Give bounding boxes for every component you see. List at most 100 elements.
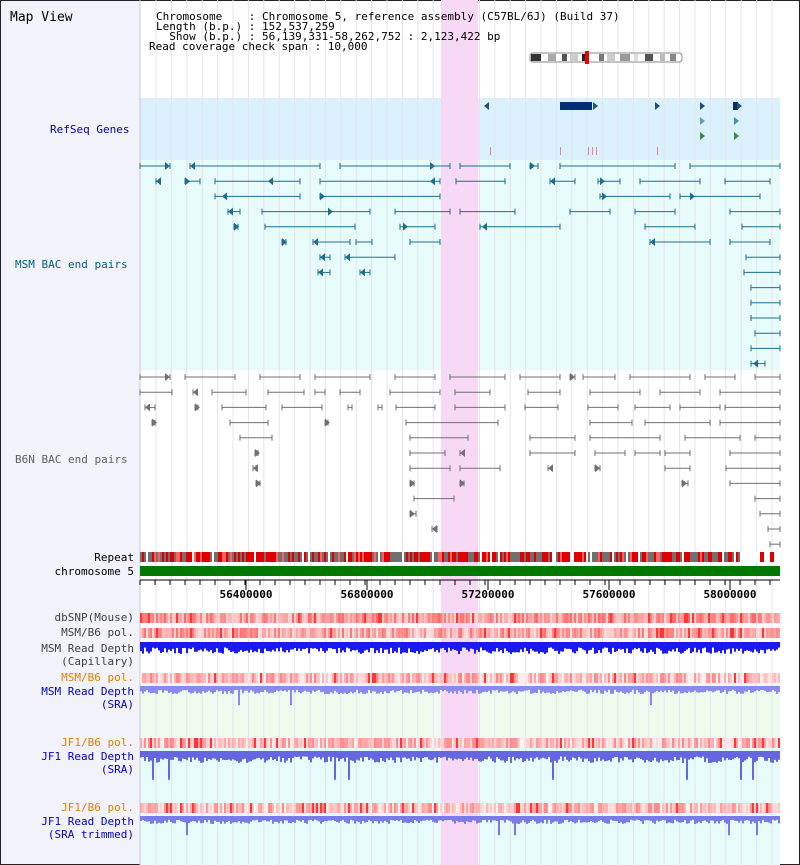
heat-cell — [574, 738, 576, 748]
track-label-msm-b6-pol-2[interactable]: MSM/B6 pol. — [61, 671, 134, 684]
bac-end-arrow — [313, 238, 318, 246]
depth-bar — [480, 642, 482, 648]
track-label-jf1-depth-trimmed[interactable]: JF1 Read Depth — [41, 815, 134, 828]
heat-cell — [414, 803, 416, 813]
heat-cell — [330, 738, 332, 748]
repeat-cell — [608, 552, 610, 562]
depth-bar — [562, 686, 564, 692]
track-label-repeat[interactable]: Repeat — [94, 551, 134, 564]
heat-cell — [418, 803, 420, 813]
heat-cell — [536, 738, 538, 748]
heat-cell — [748, 613, 750, 623]
track-label-jf1-pol[interactable]: JF1/B6 pol. — [61, 736, 134, 749]
depth-bar — [672, 751, 674, 762]
heat-cell — [432, 628, 434, 638]
depth-bar — [646, 686, 648, 691]
heat-cell — [218, 803, 220, 813]
heat-cell — [752, 738, 754, 748]
depth-bar — [504, 686, 506, 692]
heat-cell — [366, 628, 368, 638]
track-label-msm-b6-pol[interactable]: MSM/B6 pol. — [61, 626, 134, 639]
heat-cell — [630, 803, 632, 813]
depth-bar — [318, 816, 320, 822]
heat-cell — [516, 613, 518, 623]
heat-cell — [712, 628, 714, 638]
bac-end-arrow — [410, 479, 415, 488]
heat-cell — [614, 613, 616, 623]
depth-bar — [446, 642, 448, 653]
depth-bar — [702, 686, 704, 693]
heat-cell — [490, 738, 492, 748]
heat-cell — [552, 803, 554, 813]
depth-bar — [458, 751, 460, 759]
depth-bar — [356, 686, 358, 690]
repeat-cell — [544, 552, 546, 562]
position-axis: 56400000 56800000 57200000 57600000 58000000 — [139, 579, 780, 601]
repeat-cell — [314, 552, 316, 562]
depth-bar — [382, 816, 384, 823]
heat-cell — [654, 803, 656, 813]
heat-cell — [248, 803, 250, 813]
depth-bar — [740, 686, 742, 694]
track-label-jf1-pol-2[interactable]: JF1/B6 pol. — [61, 801, 134, 814]
repeat-cell — [430, 552, 432, 562]
depth-bar — [402, 816, 404, 823]
track-label-jf1-depth-sra[interactable]: JF1 Read Depth — [41, 750, 134, 763]
depth-bar — [698, 751, 700, 758]
heat-cell — [216, 613, 218, 623]
heat-cell — [194, 613, 196, 623]
depth-bar — [146, 642, 148, 652]
track-label-refseq[interactable]: RefSeq Genes — [50, 123, 130, 136]
heat-cell — [144, 738, 146, 748]
heat-cell — [254, 738, 256, 748]
depth-bar — [360, 686, 362, 693]
repeat-cell — [196, 552, 198, 562]
track-label-dbsnp[interactable]: dbSNP(Mouse) — [54, 611, 134, 624]
heat-cell — [496, 803, 498, 813]
bac-end-arrow — [403, 222, 408, 231]
heat-cell — [742, 628, 744, 638]
track-label-msm-bac[interactable]: MSM BAC end pairs — [15, 258, 128, 271]
heat-cell — [610, 673, 612, 683]
depth-bar — [162, 686, 164, 693]
depth-bar — [768, 751, 770, 758]
heat-cell — [514, 738, 516, 748]
track-label-b6n-bac[interactable]: B6N BAC end pairs — [15, 453, 128, 466]
heat-cell — [520, 673, 522, 683]
depth-bar — [636, 816, 638, 820]
repeat-cell — [244, 552, 246, 562]
depth-bar — [750, 686, 752, 693]
heat-cell — [260, 628, 262, 638]
depth-bar — [300, 751, 302, 760]
heat-cell — [314, 738, 316, 748]
heat-cell — [326, 628, 328, 638]
depth-bar — [512, 816, 514, 824]
depth-bar — [392, 686, 394, 691]
heat-cell — [760, 628, 762, 638]
bac-end-arrow — [325, 418, 330, 427]
depth-bar — [414, 686, 416, 693]
depth-bar — [608, 751, 610, 761]
repeat-cell — [144, 552, 146, 562]
heat-cell — [394, 613, 396, 623]
depth-bar — [198, 642, 200, 651]
depth-bar — [652, 686, 654, 694]
depth-bar — [608, 686, 610, 690]
heat-cell — [230, 613, 232, 623]
ideogram-band — [607, 54, 615, 61]
heat-cell — [602, 738, 604, 748]
track-label-msm-depth-sra[interactable]: MSM Read Depth — [41, 685, 134, 698]
ideogram-band — [582, 54, 586, 61]
heat-cell — [316, 613, 318, 623]
heat-cell — [748, 738, 750, 748]
heat-cell — [148, 673, 150, 683]
heat-cell — [166, 738, 168, 748]
heat-cell — [364, 613, 366, 623]
heat-cell — [684, 673, 686, 683]
heat-cell — [576, 628, 578, 638]
depth-bar — [696, 686, 698, 693]
depth-bar — [372, 686, 374, 692]
depth-bar — [626, 686, 628, 693]
track-label-msm-depth-capillary[interactable]: MSM Read Depth — [41, 642, 134, 655]
